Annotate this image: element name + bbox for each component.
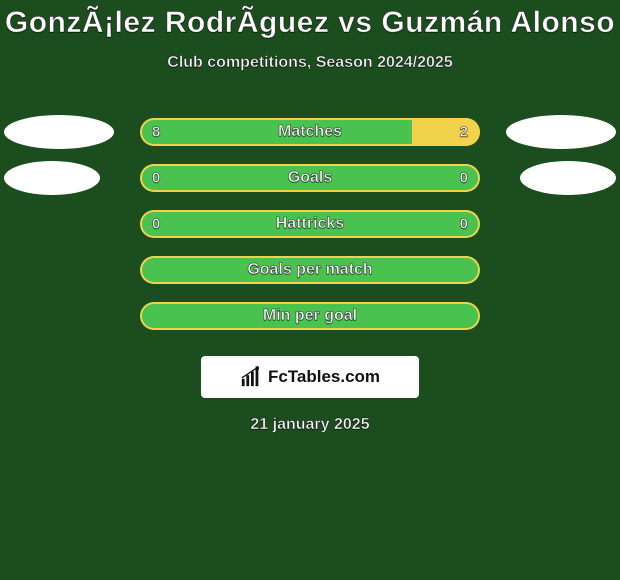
- page-title: GonzÃ¡lez RodrÃ­guez vs Guzmán Alonso: [0, 0, 620, 40]
- stat-label: Min per goal: [140, 307, 480, 325]
- stat-label: Hattricks: [140, 215, 480, 233]
- bar-chart-icon: [240, 366, 262, 388]
- stat-row: 82Matches: [0, 110, 620, 156]
- bar-chart-icon-svg: [242, 367, 259, 386]
- stat-bar: 00Hattricks: [140, 210, 480, 238]
- page-subtitle: Club competitions, Season 2024/2025: [0, 54, 620, 72]
- stat-rows: 82Matches 00Goals 00Hattricks Goals per mat…: [0, 110, 620, 340]
- comparison-infographic: GonzÃ¡lez RodrÃ­guez vs Guzmán Alonso Cl…: [0, 0, 620, 580]
- stat-label: Goals: [140, 169, 480, 187]
- stat-bar: 00Goals: [140, 164, 480, 192]
- brand-text: FcTables.com: [268, 367, 380, 387]
- player-photo-placeholder-right: [520, 161, 616, 195]
- stat-row: Goals per match: [0, 248, 620, 294]
- brand-box: FcTables.com: [201, 356, 419, 398]
- stat-bar: Min per goal: [140, 302, 480, 330]
- stat-label: Matches: [140, 123, 480, 141]
- stat-row: 00Goals: [0, 156, 620, 202]
- brand-text-bold: Fc: [268, 367, 288, 387]
- stat-label: Goals per match: [140, 261, 480, 279]
- player-photo-placeholder-left: [4, 115, 114, 149]
- brand-text-rest: Tables.com: [288, 367, 380, 387]
- player-photo-placeholder-left: [4, 161, 100, 195]
- stat-bar: Goals per match: [140, 256, 480, 284]
- date-text: 21 january 2025: [0, 416, 620, 434]
- stat-bar: 82Matches: [140, 118, 480, 146]
- stat-row: 00Hattricks: [0, 202, 620, 248]
- stat-row: Min per goal: [0, 294, 620, 340]
- player-photo-placeholder-right: [506, 115, 616, 149]
